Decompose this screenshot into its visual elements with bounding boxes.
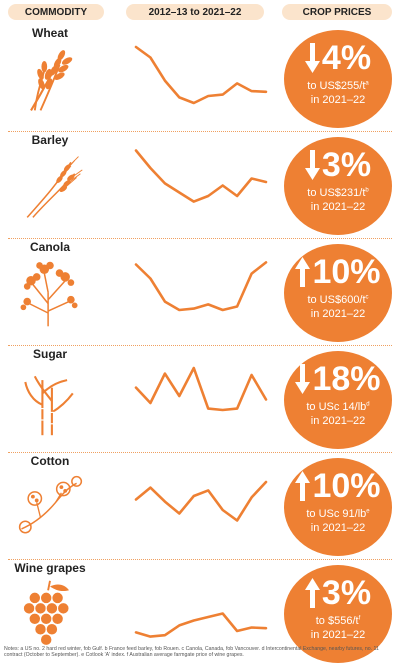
header-commodity: COMMODITY	[8, 4, 104, 20]
price-trend-line	[134, 366, 268, 412]
percent-change: 3%	[284, 145, 392, 185]
notes-footer: Notes: a US no. 2 hard red winter, fob G…	[4, 646, 379, 659]
period-text: in 2021–22	[310, 629, 366, 641]
price-change-badge: 10% to US$600/tc in 2021–22	[284, 244, 392, 342]
price-change-badge: 10% to USc 91/lbe in 2021–22	[284, 458, 392, 556]
period-text: in 2021–22	[310, 308, 366, 320]
crop-name: Canola	[29, 240, 70, 254]
price-value: to $556/tf	[284, 615, 392, 627]
note-marker: a	[365, 80, 369, 87]
price-text: to USc 14/lb	[306, 401, 367, 413]
price-text: to US$255/t	[307, 80, 366, 92]
arrow-up-icon	[304, 578, 320, 608]
price-text: to US$600/t	[307, 294, 366, 306]
price-trend-line	[134, 45, 268, 105]
grapes-icon	[22, 580, 70, 646]
price-text: to US$231/t	[307, 187, 366, 199]
crop-row-wine-grapes: Wine grapes 3% to $556/tf in 2021–22	[0, 561, 400, 668]
crop-name: Wheat	[32, 26, 68, 40]
series-line	[134, 261, 268, 312]
percent-change: 3%	[284, 573, 392, 613]
crop-row-wheat: Wheat 4% to US$255/ta in 2021–22	[0, 26, 400, 133]
price-change-badge: 4% to US$255/ta in 2021–22	[284, 30, 392, 128]
crop-row-barley: Barley 3% to US$231/tb in 2021–22	[0, 133, 400, 240]
note-marker: d	[366, 401, 370, 408]
barley-icon	[26, 156, 83, 218]
percent-value: 4%	[321, 39, 372, 77]
percent-value: 3%	[321, 146, 372, 184]
percent-value: 10%	[312, 253, 381, 291]
row-divider	[8, 238, 392, 239]
sugarcane-icon	[24, 375, 74, 436]
arrow-down-icon	[304, 43, 320, 73]
price-change-badge: 18% to USc 14/lbd in 2021–22	[284, 351, 392, 449]
price-value: to US$600/tc	[284, 294, 392, 306]
crop-name: Cotton	[30, 454, 70, 468]
arrow-up-icon	[295, 471, 311, 501]
crop-row-sugar: Sugar 18% to USc 14/lbd in 2021–22	[0, 347, 400, 454]
series-line	[134, 45, 268, 105]
arrow-down-icon	[304, 150, 320, 180]
percent-change: 18%	[284, 359, 392, 399]
price-value: to USc 91/lbe	[284, 508, 392, 520]
row-divider	[8, 452, 392, 453]
percent-value: 18%	[312, 360, 381, 398]
series-line	[134, 612, 268, 638]
series-line	[134, 149, 268, 203]
percent-change: 4%	[284, 38, 392, 78]
row-divider	[8, 559, 392, 560]
cotton-icon	[18, 475, 83, 534]
price-trend-line	[134, 612, 268, 638]
period-text: in 2021–22	[310, 415, 366, 427]
crop-row-canola: Canola 10% to US$600/tc in 2021–22	[0, 240, 400, 347]
price-text: to USc 91/lb	[306, 508, 367, 520]
period-text: in 2021–22	[310, 201, 366, 213]
arrow-up-icon	[295, 257, 311, 287]
crop-row-cotton: Cotton 10% to USc 91/lbe in 2021–22	[0, 454, 400, 561]
note-marker: c	[365, 294, 369, 301]
price-trend-line	[134, 149, 268, 203]
series-line	[134, 366, 268, 412]
wheat-icon	[30, 50, 73, 111]
row-divider	[8, 131, 392, 132]
crop-name: Sugar	[32, 347, 67, 361]
price-trend-line	[134, 480, 268, 522]
price-value: to US$255/ta	[284, 80, 392, 92]
price-trend-line	[134, 261, 268, 312]
note-marker: f	[358, 615, 361, 622]
percent-change: 10%	[284, 466, 392, 506]
price-value: to USc 14/lbd	[284, 401, 392, 413]
price-text: to $556/t	[315, 615, 359, 627]
period-text: in 2021–22	[310, 522, 366, 534]
percent-value: 10%	[312, 467, 381, 505]
note-marker: b	[365, 187, 369, 194]
price-value: to US$231/tb	[284, 187, 392, 199]
crop-name: Barley	[31, 133, 69, 147]
header-crop-prices: CROP PRICES	[282, 4, 392, 20]
period-text: in 2021–22	[310, 94, 366, 106]
crop-name: Wine grapes	[14, 561, 86, 575]
percent-value: 3%	[321, 574, 372, 612]
series-line	[134, 480, 268, 522]
header-years: 2012–13 to 2021–22	[126, 4, 264, 20]
note-marker: e	[366, 508, 370, 515]
arrow-down-icon	[295, 364, 311, 394]
percent-change: 10%	[284, 252, 392, 292]
row-divider	[8, 345, 392, 346]
price-change-badge: 3% to $556/tf in 2021–22	[284, 565, 392, 663]
price-change-badge: 3% to US$231/tb in 2021–22	[284, 137, 392, 235]
canola-icon	[20, 261, 78, 327]
